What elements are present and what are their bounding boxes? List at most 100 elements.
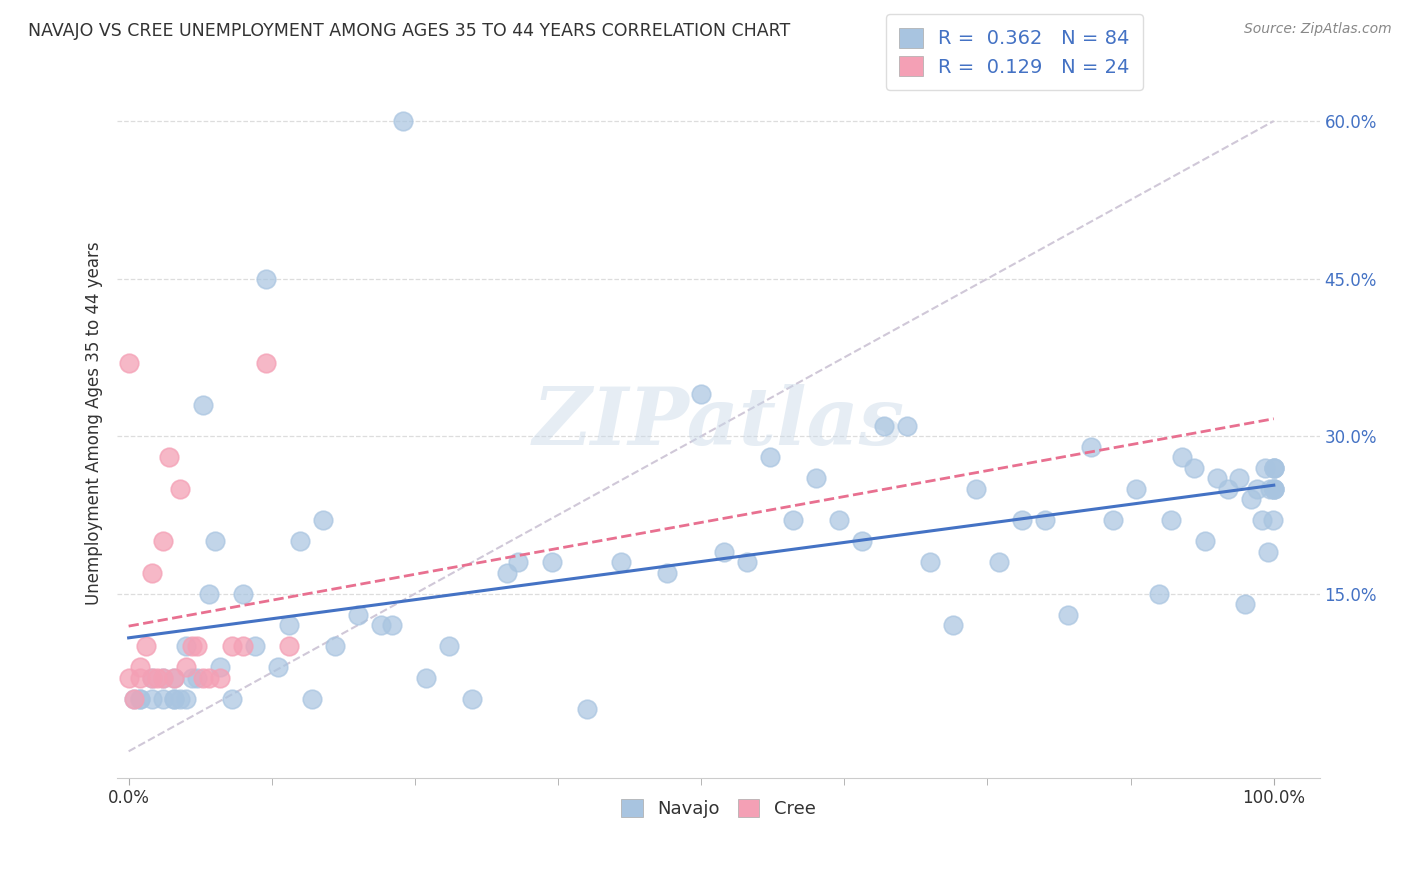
Point (254, 356, 277, 370)
Point (204, 534, 226, 549)
Point (191, 671, 214, 685)
Point (152, 671, 174, 685)
Point (392, 114, 415, 128)
Point (141, 671, 163, 685)
Point (129, 691, 152, 706)
Point (1263, 460, 1285, 475)
Point (1205, 471, 1227, 485)
Point (146, 671, 169, 685)
Point (129, 660, 152, 674)
Point (243, 640, 266, 654)
Point (129, 691, 152, 706)
Point (896, 418, 918, 433)
Point (1033, 513, 1056, 527)
Point (157, 450, 180, 465)
Point (209, 660, 232, 674)
Point (191, 398, 214, 412)
Point (174, 660, 197, 674)
Point (1229, 471, 1251, 485)
Point (851, 534, 873, 549)
Point (135, 640, 157, 654)
Point (163, 671, 186, 685)
Point (278, 640, 301, 654)
Text: ZIPatlas: ZIPatlas (533, 384, 904, 462)
Point (655, 566, 678, 580)
Point (439, 640, 461, 654)
Point (1263, 460, 1285, 475)
Point (180, 640, 202, 654)
Point (209, 671, 232, 685)
Point (1102, 513, 1125, 527)
Point (323, 640, 346, 654)
Point (1234, 597, 1257, 611)
Text: Source: ZipAtlas.com: Source: ZipAtlas.com (1244, 22, 1392, 37)
Point (920, 555, 942, 569)
Point (735, 555, 758, 569)
Point (221, 691, 243, 706)
Point (141, 691, 163, 706)
Point (254, 271, 277, 285)
Point (965, 482, 987, 496)
Point (987, 555, 1010, 569)
Point (942, 618, 965, 632)
Point (169, 691, 191, 706)
Point (198, 587, 221, 601)
Point (1263, 482, 1285, 496)
Point (117, 356, 139, 370)
Point (873, 418, 896, 433)
Point (266, 660, 288, 674)
Point (169, 482, 191, 496)
Point (152, 671, 174, 685)
Point (124, 691, 146, 706)
Point (759, 450, 782, 465)
Point (129, 671, 152, 685)
Point (1246, 482, 1268, 496)
Point (312, 513, 335, 527)
Point (1261, 513, 1284, 527)
Point (1056, 607, 1078, 622)
Point (124, 691, 146, 706)
Point (141, 671, 163, 685)
Point (495, 566, 517, 580)
Y-axis label: Unemployment Among Ages 35 to 44 years: Unemployment Among Ages 35 to 44 years (86, 241, 103, 605)
Point (1251, 513, 1274, 527)
Point (1182, 460, 1205, 475)
Legend: Navajo, Cree: Navajo, Cree (614, 791, 823, 825)
Point (174, 691, 197, 706)
Point (232, 587, 254, 601)
Point (174, 640, 197, 654)
Point (301, 691, 323, 706)
Point (1257, 545, 1279, 559)
Point (198, 671, 221, 685)
Point (381, 618, 404, 632)
Text: NAVAJO VS CREE UNEMPLOYMENT AMONG AGES 35 TO 44 YEARS CORRELATION CHART: NAVAJO VS CREE UNEMPLOYMENT AMONG AGES 3… (28, 22, 790, 40)
Point (575, 702, 598, 716)
Point (186, 640, 208, 654)
Point (290, 534, 312, 549)
Point (370, 618, 392, 632)
Point (152, 691, 174, 706)
Point (278, 618, 301, 632)
Point (163, 691, 186, 706)
Point (1125, 482, 1147, 496)
Point (1263, 460, 1285, 475)
Point (1263, 482, 1285, 496)
Point (713, 545, 735, 559)
Point (1080, 440, 1102, 454)
Point (186, 671, 208, 685)
Point (804, 471, 827, 485)
Point (141, 566, 163, 580)
Point (610, 555, 633, 569)
Point (1260, 482, 1282, 496)
Point (1149, 587, 1171, 601)
Point (1216, 482, 1239, 496)
Point (1171, 450, 1194, 465)
Point (117, 671, 139, 685)
Point (690, 387, 713, 401)
Point (346, 607, 368, 622)
Point (1194, 534, 1216, 549)
Point (163, 691, 186, 706)
Point (1253, 460, 1275, 475)
Point (1240, 492, 1263, 507)
Point (152, 534, 174, 549)
